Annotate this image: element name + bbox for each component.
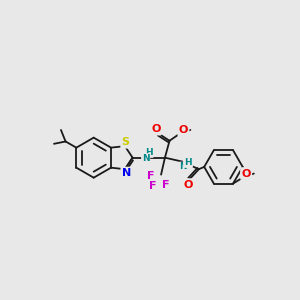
Text: H: H [145,148,153,157]
Text: O: O [179,125,188,135]
Text: F: F [162,180,169,190]
Text: F: F [149,181,156,191]
Text: N: N [142,154,149,163]
Text: O: O [183,180,193,190]
Text: F: F [147,171,155,181]
Text: O: O [151,124,160,134]
Text: S: S [122,137,130,147]
Text: N: N [180,162,187,171]
Text: N: N [122,168,131,178]
Text: H: H [184,158,192,167]
Text: O: O [242,169,251,178]
